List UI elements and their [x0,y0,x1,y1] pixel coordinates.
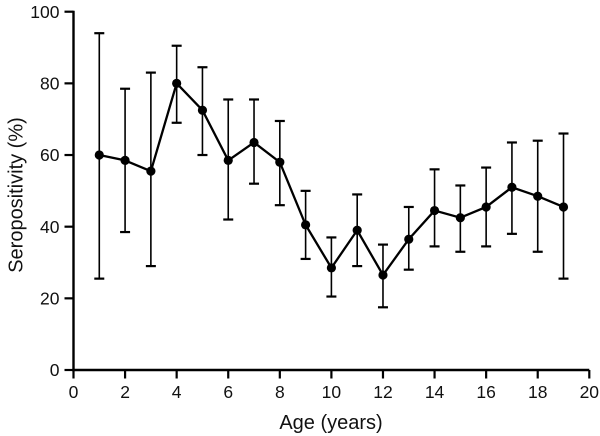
data-point-marker [301,220,311,230]
y-tick-label: 40 [40,217,60,237]
x-tick-label: 6 [223,382,233,402]
data-point-marker [197,105,208,115]
data-point-marker [378,270,388,280]
x-tick-label: 8 [275,382,285,402]
data-point-marker [249,137,259,148]
data-point-marker [429,205,440,216]
x-tick-label: 4 [172,382,182,402]
y-tick-label: 60 [40,145,60,165]
error-bars [94,32,569,309]
x-tick-label: 14 [425,382,445,402]
data-point-marker [507,182,517,192]
data-point-marker [352,225,362,235]
y-tick-labels: 0 20 40 60 80 100 [30,2,59,380]
x-tick-labels: 0 2 4 6 8 10 12 14 16 18 20 [69,382,600,402]
data-point-marker [223,155,233,165]
x-tick-label: 2 [120,382,130,402]
data-point-marker [558,202,569,212]
x-tick-label: 12 [373,382,392,402]
y-axis-title: Seropositivity (%) [5,117,28,273]
y-axis [64,10,75,372]
data-point-marker [146,166,156,176]
x-tick-label: 10 [322,382,342,402]
y-tick-label: 0 [50,360,60,380]
y-tick-label: 100 [30,2,59,22]
data-point-marker [455,213,465,223]
x-tick-label: 16 [476,382,495,402]
data-point-marker [326,263,336,273]
data-point-marker [172,78,182,88]
y-tick-label: 20 [40,289,60,309]
x-axis-title: Age (years) [279,412,383,434]
data-point-marker [404,234,414,244]
y-tick-label: 80 [40,74,60,94]
data-points [94,78,569,280]
x-axis [72,368,591,379]
x-tick-label: 18 [528,382,547,402]
x-tick-label: 0 [69,382,79,402]
data-point-marker [275,157,285,167]
data-point-marker [120,155,130,165]
data-point-marker [481,202,491,212]
data-point-marker [533,191,543,201]
x-tick-label: 20 [580,382,600,402]
data-point-marker [94,150,104,160]
